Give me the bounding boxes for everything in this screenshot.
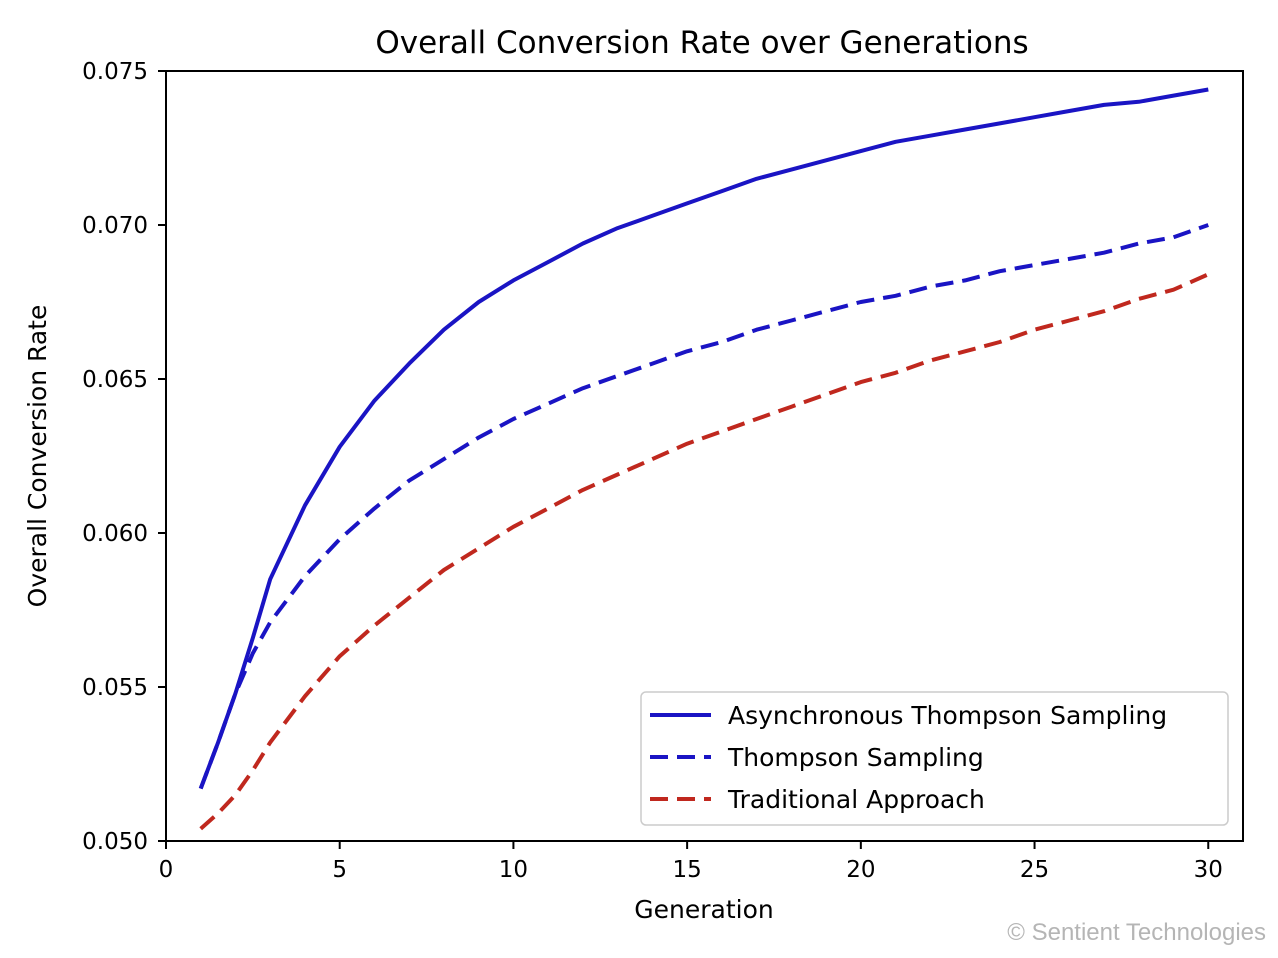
y-axis-label: Overall Conversion Rate [23, 305, 52, 608]
x-tick-label: 10 [499, 857, 528, 883]
chart-title: Overall Conversion Rate over Generations [375, 25, 1028, 61]
watermark: © Sentient Technologies [1007, 919, 1266, 946]
y-tick-label: 0.060 [82, 521, 148, 547]
series-line-1 [198, 223, 1209, 790]
legend: Asynchronous Thompson Sampling Thompson S… [640, 691, 1229, 826]
plot-area [165, 70, 1244, 842]
y-tick-label: 0.075 [82, 59, 148, 85]
x-axis-label: Generation [634, 895, 773, 924]
legend-box [640, 691, 1229, 826]
series-line-2 [199, 272, 1210, 831]
x-tick-label: 0 [159, 857, 174, 883]
y-axis: 0.050 0.055 0.060 0.065 0.070 0.075 [82, 59, 166, 855]
x-tick-label: 25 [1020, 857, 1049, 883]
y-tick-label: 0.055 [82, 675, 148, 701]
legend-label-0: Asynchronous Thompson Sampling [728, 701, 1167, 730]
plot-frame [165, 70, 1244, 842]
x-tick-label: 15 [672, 857, 701, 883]
x-axis: 0 5 10 15 20 25 30 [159, 841, 1223, 883]
legend-label-2: Traditional Approach [727, 785, 985, 814]
legend-label-1: Thompson Sampling [727, 743, 984, 772]
y-tick-label: 0.065 [82, 367, 148, 393]
x-tick-label: 20 [846, 857, 875, 883]
y-tick-label: 0.070 [82, 213, 148, 239]
y-tick-label: 0.050 [82, 829, 148, 855]
series-line-0 [198, 87, 1209, 790]
x-tick-label: 5 [332, 857, 347, 883]
x-tick-label: 30 [1194, 857, 1223, 883]
